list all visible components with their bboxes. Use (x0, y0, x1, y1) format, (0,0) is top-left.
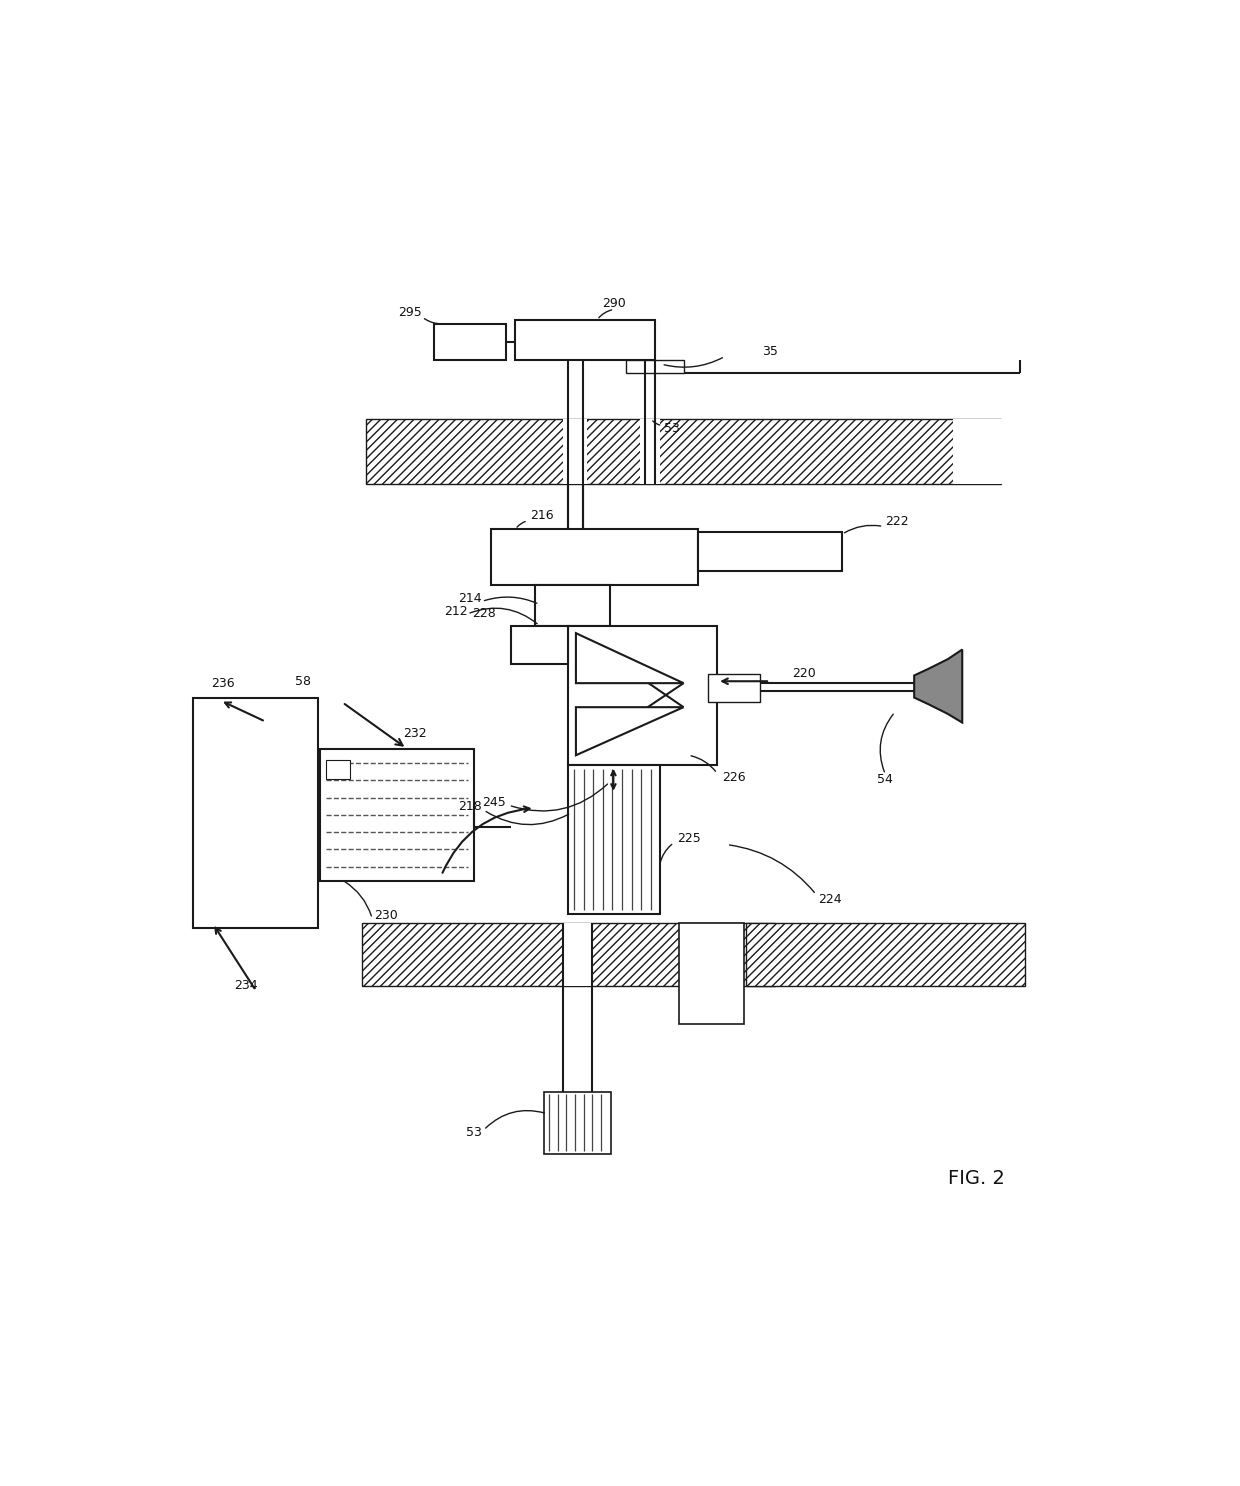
Bar (568, 765, 660, 914)
Text: 224: 224 (818, 893, 842, 906)
Bar (491, 529, 698, 585)
Text: 220: 220 (792, 667, 816, 681)
Bar (193, 697, 319, 929)
Bar (511, 626, 568, 664)
Bar (326, 759, 350, 779)
Bar (746, 923, 1024, 985)
Bar (320, 749, 474, 881)
Bar (708, 673, 760, 703)
Text: 234: 234 (234, 979, 258, 993)
Bar (534, 585, 610, 626)
Text: 228: 228 (472, 608, 496, 621)
Polygon shape (575, 707, 683, 755)
Text: 53: 53 (466, 1126, 481, 1140)
Text: 226: 226 (722, 771, 745, 783)
Bar (568, 626, 717, 765)
Polygon shape (575, 633, 683, 684)
Text: 230: 230 (374, 909, 398, 923)
Bar (563, 419, 588, 484)
Bar (698, 532, 842, 571)
Bar (544, 1092, 611, 1155)
Text: 236: 236 (211, 676, 234, 690)
Bar (434, 324, 506, 360)
Bar (952, 419, 1029, 484)
Text: 222: 222 (885, 516, 909, 528)
Text: 54: 54 (878, 773, 893, 786)
Text: 214: 214 (458, 591, 481, 605)
Bar (626, 360, 683, 373)
Text: 245: 245 (482, 796, 506, 808)
Text: 53: 53 (665, 422, 681, 435)
Bar (640, 419, 660, 484)
Bar (717, 676, 754, 700)
Text: 212: 212 (444, 605, 467, 618)
Text: FIG. 2: FIG. 2 (949, 1168, 1006, 1187)
Bar (320, 750, 340, 880)
Text: 58: 58 (295, 675, 311, 688)
Bar (362, 923, 775, 985)
Text: 218: 218 (458, 799, 481, 813)
Text: 225: 225 (677, 832, 701, 846)
Polygon shape (914, 649, 962, 722)
Bar (367, 419, 1001, 484)
Text: 216: 216 (529, 510, 553, 523)
Bar (678, 923, 744, 1024)
Text: 232: 232 (403, 727, 427, 740)
Bar (516, 319, 655, 360)
Text: 295: 295 (398, 306, 422, 318)
Bar (563, 923, 593, 985)
Text: 35: 35 (763, 345, 777, 358)
Text: 290: 290 (603, 297, 626, 311)
